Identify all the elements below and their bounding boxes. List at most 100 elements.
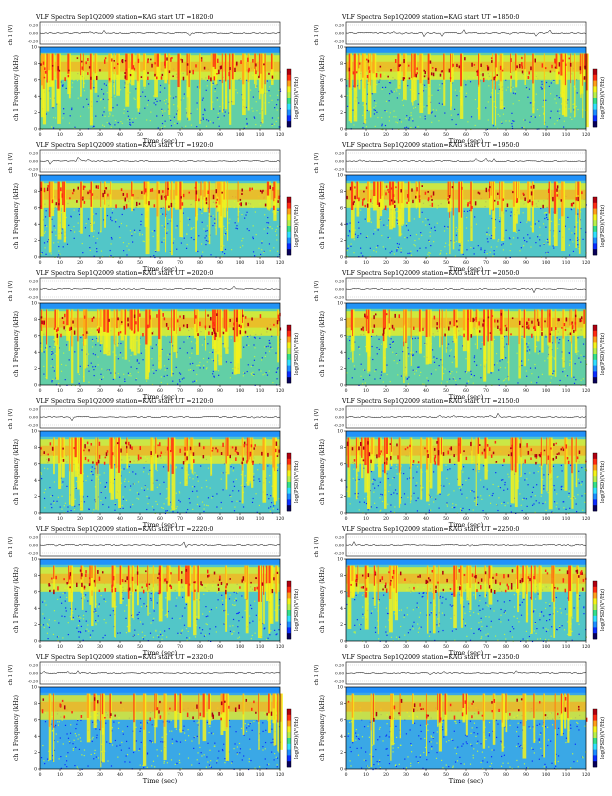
noise-speckle xyxy=(530,368,531,369)
intense-emission xyxy=(394,205,396,208)
noise-speckle xyxy=(451,371,452,372)
noise-speckle xyxy=(364,502,365,503)
noise-speckle xyxy=(44,233,45,234)
noise-speckle xyxy=(206,90,207,91)
intense-emission xyxy=(508,454,510,456)
colorbar-segment xyxy=(287,232,291,238)
noise-speckle xyxy=(455,90,456,91)
noise-speckle xyxy=(142,234,143,235)
intense-emission xyxy=(127,323,128,326)
emission-burst-core xyxy=(62,438,64,458)
emission-burst-core xyxy=(57,182,59,211)
noise-speckle xyxy=(114,124,115,125)
noise-speckle xyxy=(203,508,204,509)
noise-speckle xyxy=(128,243,129,244)
noise-speckle xyxy=(191,341,192,342)
noise-speckle xyxy=(148,473,149,474)
noise-speckle xyxy=(576,106,577,107)
intense-emission xyxy=(84,316,86,319)
noise-speckle xyxy=(95,242,96,243)
noise-speckle xyxy=(541,81,542,82)
noise-speckle xyxy=(123,508,124,509)
noise-speckle xyxy=(354,239,355,240)
intense-emission xyxy=(117,63,119,65)
noise-speckle xyxy=(374,503,375,504)
noise-speckle xyxy=(268,102,269,103)
noise-speckle xyxy=(167,223,168,224)
intense-emission xyxy=(372,329,374,333)
intense-emission xyxy=(399,314,401,318)
intense-emission xyxy=(252,59,254,63)
noise-speckle xyxy=(481,499,482,500)
noise-speckle xyxy=(430,245,431,246)
emission-burst-core xyxy=(49,182,51,217)
intense-emission xyxy=(413,327,415,330)
noise-speckle xyxy=(114,479,115,480)
noise-speckle xyxy=(571,208,572,209)
noise-speckle xyxy=(435,369,436,370)
emission-burst-core xyxy=(549,438,551,474)
intense-emission xyxy=(561,199,563,201)
emission-burst-core xyxy=(362,54,364,78)
emission-burst-core xyxy=(561,182,563,217)
emission-burst-core xyxy=(213,54,215,67)
noise-speckle xyxy=(577,92,578,93)
noise-speckle xyxy=(88,107,89,108)
emission-burst-core xyxy=(389,182,391,206)
noise-speckle xyxy=(163,466,164,467)
colorbar-segment xyxy=(287,470,291,476)
noise-speckle xyxy=(193,239,194,240)
noise-speckle xyxy=(187,352,188,353)
noise-speckle xyxy=(506,343,507,344)
noise-speckle xyxy=(49,346,50,347)
y-tick-label: 8 xyxy=(34,61,37,67)
noise-speckle xyxy=(160,493,161,494)
noise-speckle xyxy=(556,95,557,96)
waveform-tick-label: 0.00 xyxy=(335,415,344,420)
noise-speckle xyxy=(71,108,72,109)
intense-emission xyxy=(575,315,577,317)
noise-speckle xyxy=(176,113,177,114)
intense-emission xyxy=(89,66,91,68)
intense-emission xyxy=(526,326,528,329)
intense-emission xyxy=(106,452,108,456)
x-tick-label: 20 xyxy=(383,132,389,138)
x-tick-label: 90 xyxy=(217,260,223,266)
intense-emission xyxy=(553,458,555,461)
waveform-tick-label: 0.00 xyxy=(29,415,38,420)
emission-burst-core xyxy=(225,310,227,332)
noise-speckle xyxy=(201,487,202,488)
noise-speckle xyxy=(524,479,525,480)
noise-speckle xyxy=(141,214,142,215)
colorbar-segment xyxy=(593,209,597,215)
noise-speckle xyxy=(271,502,272,503)
noise-speckle xyxy=(504,484,505,485)
noise-speckle xyxy=(58,250,59,251)
noise-speckle xyxy=(189,498,190,499)
noise-speckle xyxy=(487,241,488,242)
noise-speckle xyxy=(132,504,133,505)
noise-speckle xyxy=(245,214,246,215)
noise-speckle xyxy=(250,482,251,483)
intense-emission xyxy=(210,77,212,81)
noise-speckle xyxy=(144,88,145,89)
noise-speckle xyxy=(353,469,354,470)
intense-emission xyxy=(171,203,173,207)
intense-emission xyxy=(167,447,169,451)
noise-speckle xyxy=(225,233,226,234)
noise-speckle xyxy=(66,344,67,345)
noise-speckle xyxy=(229,222,230,223)
noise-speckle xyxy=(351,351,352,352)
intense-emission xyxy=(522,71,524,74)
noise-speckle xyxy=(499,218,500,219)
noise-speckle xyxy=(50,98,51,99)
noise-speckle xyxy=(523,237,524,238)
noise-speckle xyxy=(542,88,543,89)
intense-emission xyxy=(129,461,131,463)
noise-speckle xyxy=(111,238,112,239)
noise-speckle xyxy=(431,373,432,374)
x-tick-label: 100 xyxy=(542,388,551,394)
noise-speckle xyxy=(362,383,363,384)
noise-speckle xyxy=(360,376,361,377)
